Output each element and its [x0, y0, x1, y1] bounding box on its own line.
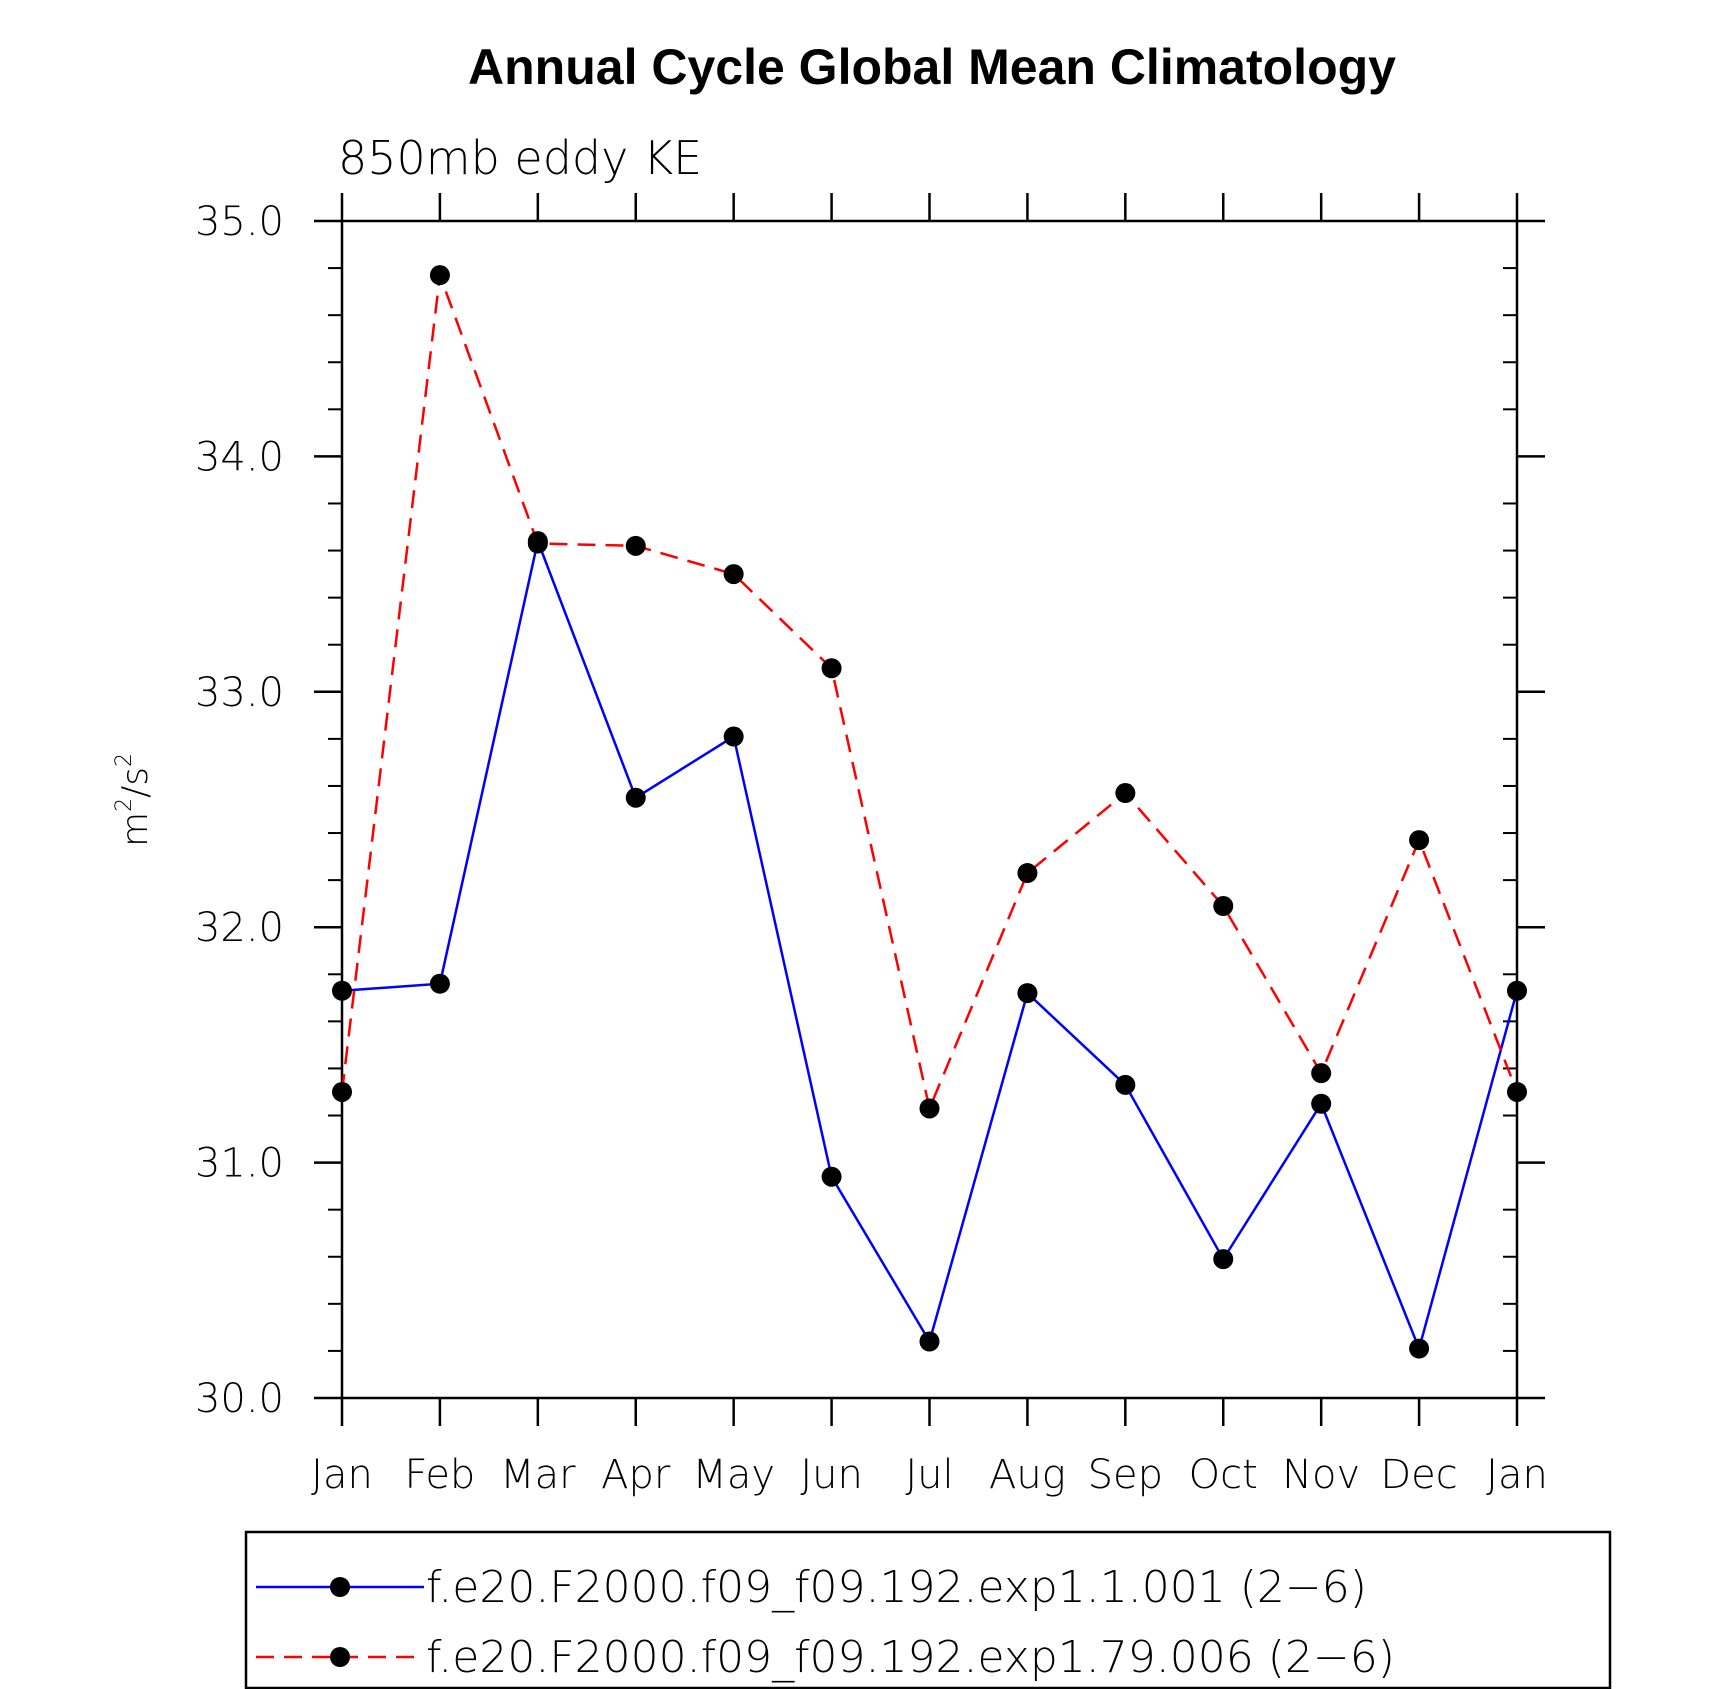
data-point-series-2 — [1311, 1063, 1332, 1084]
data-point-series-1 — [723, 726, 744, 747]
chart-subtitle: 850mb eddy KE — [338, 131, 702, 185]
data-point-series-1 — [1213, 1249, 1234, 1270]
legend-box — [244, 1530, 1612, 1689]
x-tick-label: Jun — [800, 1452, 863, 1498]
legend-label-1: f.e20.F2000.f09_f09.192.exp1.1.001 (2−6) — [426, 1562, 1367, 1613]
x-tick-label: Dec — [1380, 1452, 1457, 1498]
y-axis-label: m2/s2 — [112, 753, 156, 847]
data-point-series-2 — [919, 1098, 940, 1119]
data-point-series-2 — [1507, 1081, 1527, 1102]
plot-frame — [340, 219, 1519, 1400]
x-tick-labels: Jan Feb Mar Apr May Jun Jul Aug Sep Oct Nov Dec Jan — [311, 1452, 1548, 1498]
data-point-series-2 — [723, 564, 744, 585]
x-tick-label: Nov — [1282, 1452, 1360, 1498]
axis-ticks — [314, 193, 1545, 1426]
data-point-series-2 — [527, 533, 548, 554]
data-point-series-2 — [1115, 783, 1136, 804]
x-tick-label: Apr — [601, 1452, 671, 1498]
x-tick-label: Oct — [1189, 1452, 1258, 1498]
data-point-series-2 — [1017, 863, 1038, 884]
data-point-series-1 — [1409, 1338, 1430, 1359]
y-tick-label: 30.0 — [195, 1376, 284, 1422]
data-point-series-1 — [1017, 983, 1038, 1004]
x-tick-label: Mar — [500, 1452, 576, 1498]
y-axis-label-mid: /s — [115, 767, 156, 798]
data-point-series-1 — [1311, 1093, 1332, 1114]
y-tick-labels: 30.0 31.0 32.0 33.0 34.0 35.0 — [195, 199, 284, 1422]
data-point-series-2 — [625, 535, 646, 556]
data-point-series-2 — [429, 265, 450, 286]
x-tick-label: Jan — [311, 1452, 373, 1498]
y-axis-label-base: m — [115, 812, 156, 847]
x-tick-label: Jan — [1486, 1452, 1548, 1498]
x-tick-label: May — [692, 1452, 775, 1498]
data-point-series-1 — [1507, 980, 1527, 1001]
data-point-series-1 — [821, 1166, 842, 1187]
legend-marker-1 — [330, 1577, 350, 1597]
data-point-series-2 — [1213, 896, 1234, 917]
y-tick-label: 31.0 — [195, 1141, 284, 1187]
y-axis-label-sup1: 2 — [112, 798, 137, 812]
data-point-series-1 — [1115, 1074, 1136, 1095]
data-point-series-1 — [332, 980, 352, 1001]
series-line-2 — [340, 274, 1519, 1113]
data-point-series-2 — [821, 658, 842, 679]
legend-label-2: f.e20.F2000.f09_f09.192.exp1.79.006 (2−6… — [426, 1632, 1395, 1683]
data-point-series-1 — [919, 1331, 940, 1352]
y-tick-label: 32.0 — [195, 905, 284, 951]
data-point-series-1 — [429, 973, 450, 994]
data-point-series-1 — [625, 787, 646, 808]
data-point-series-2 — [1409, 830, 1430, 851]
series-lines — [340, 274, 1519, 1353]
x-tick-label: Sep — [1088, 1452, 1163, 1498]
legend-marker-2 — [330, 1647, 350, 1667]
legend: f.e20.F2000.f09_f09.192.exp1.1.001 (2−6)… — [256, 1562, 1395, 1683]
series-markers — [332, 265, 1527, 1359]
chart-title: Annual Cycle Global Mean Climatology — [468, 39, 1396, 95]
data-point-series-2 — [332, 1081, 352, 1102]
x-tick-label: Feb — [405, 1452, 476, 1498]
y-tick-label: 34.0 — [195, 434, 284, 480]
series-line-1 — [341, 536, 1519, 1353]
y-tick-label: 35.0 — [195, 199, 284, 245]
y-tick-label: 33.0 — [195, 670, 284, 716]
x-tick-label: Aug — [989, 1452, 1066, 1498]
y-axis-label-sup2: 2 — [112, 753, 137, 767]
x-tick-label: Jul — [905, 1452, 953, 1498]
